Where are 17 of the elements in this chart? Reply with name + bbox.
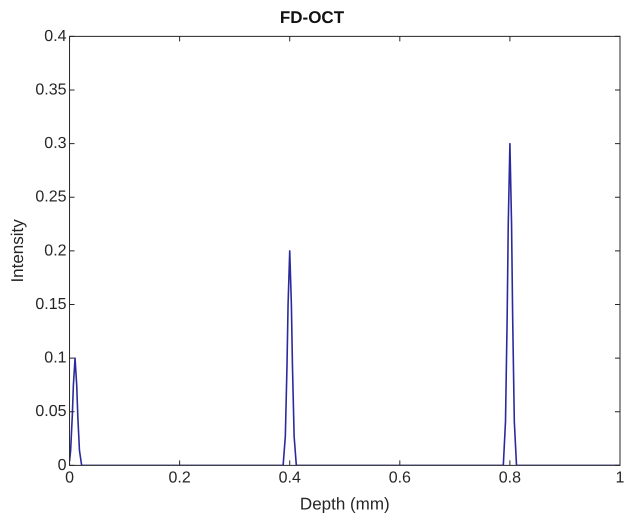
y-tick-label: 0.1 [44,350,67,367]
x-axis-title: Depth (mm) [300,494,390,514]
y-tick-label: 0.25 [35,188,67,206]
y-tick-label: 0.2 [44,242,67,260]
x-tick-label: 0.2 [168,469,191,486]
x-tick-label: 1 [616,469,625,486]
x-tick-label: 0.4 [278,469,301,486]
x-tick-label: 0.6 [388,469,412,486]
chart-title: FD-OCT [280,8,345,27]
y-axis-title: Intensity [8,218,27,283]
y-tick-label: 0.3 [44,135,67,152]
x-tick-label: 0.8 [498,469,522,486]
y-tick-label: 0.05 [35,403,67,420]
y-tick-label: 0 [58,456,67,474]
y-tick-label: 0.35 [35,81,67,98]
y-tick-label: 0.4 [44,28,67,45]
y-tick-label: 0.15 [35,296,67,313]
